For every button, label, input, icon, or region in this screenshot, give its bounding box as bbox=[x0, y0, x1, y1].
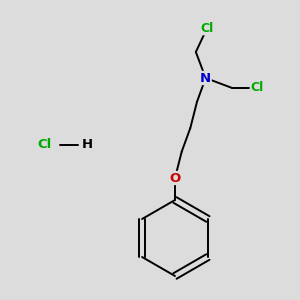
Text: O: O bbox=[169, 172, 181, 184]
Text: H: H bbox=[81, 139, 93, 152]
Text: Cl: Cl bbox=[200, 22, 214, 35]
Text: Cl: Cl bbox=[38, 139, 52, 152]
Text: Cl: Cl bbox=[250, 81, 263, 94]
Text: N: N bbox=[200, 71, 211, 85]
